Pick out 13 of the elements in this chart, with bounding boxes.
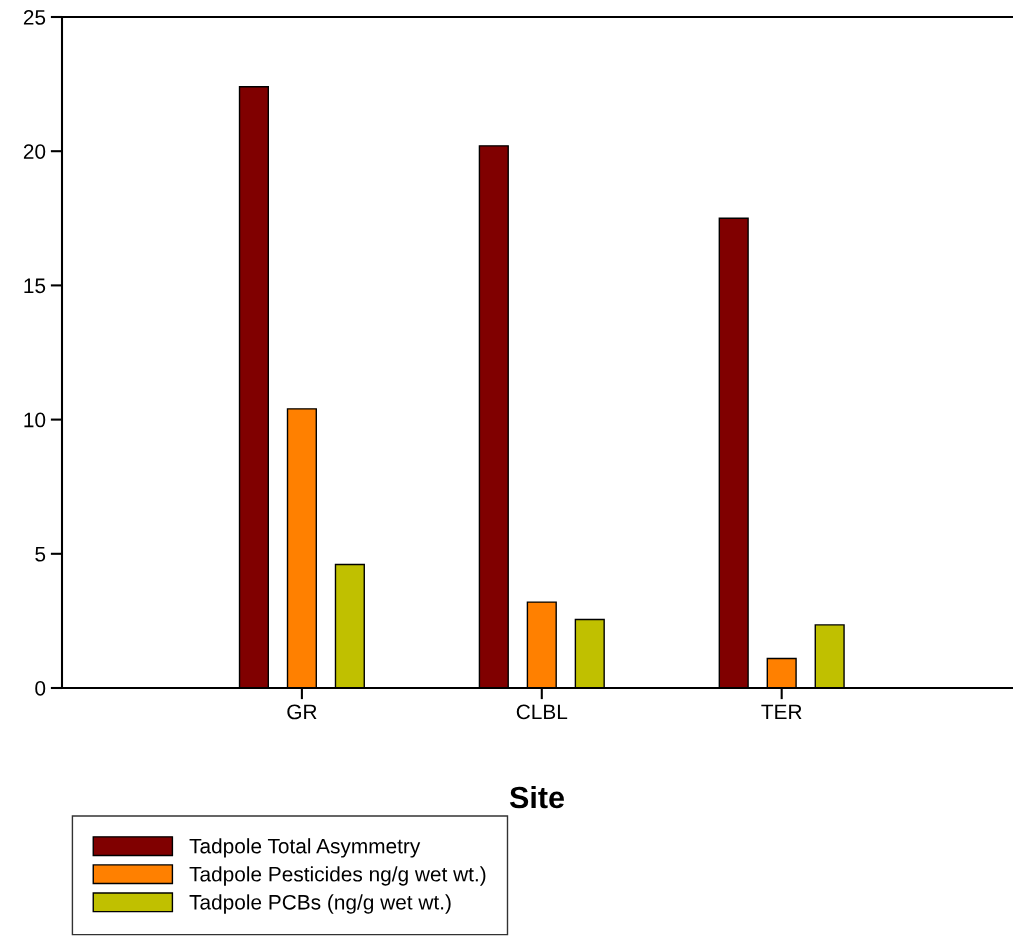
y-tick-label: 10 [24,412,46,428]
legend-label: Tadpole Pesticides ng/g wet wt.) [189,866,486,886]
x-tick-label: GR [287,704,317,720]
x-tick-label: TER [761,704,802,720]
legend-label: Tadpole Total Asymmetry [189,838,421,858]
y-tick-label: 5 [35,547,46,562]
y-tick-label: 25 [23,10,46,25]
y-tick-label: 20 [23,144,46,159]
x-tick-label: CLBL [516,704,568,720]
y-tick-label: 15 [24,278,46,294]
y-tick-label: 0 [35,681,46,696]
x-axis-title: Site [509,785,564,809]
legend-label: Tadpole PCBs (ng/g wet wt.) [189,894,451,914]
